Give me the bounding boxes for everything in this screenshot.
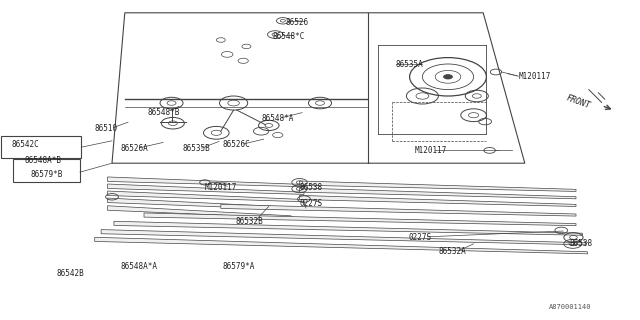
Polygon shape [108, 184, 304, 195]
Text: 0227S: 0227S [408, 233, 431, 242]
Bar [1, 136, 81, 158]
Text: 86548A*A: 86548A*A [120, 262, 157, 271]
Polygon shape [300, 181, 576, 191]
Polygon shape [108, 206, 291, 218]
Bar [13, 159, 80, 182]
Text: 86548*C: 86548*C [273, 32, 305, 41]
Text: 86526A: 86526A [120, 144, 148, 153]
Polygon shape [108, 177, 304, 187]
Text: 86526: 86526 [285, 18, 308, 27]
Text: 86532B: 86532B [236, 217, 263, 226]
Text: FRONT: FRONT [564, 93, 591, 110]
Circle shape [444, 75, 452, 79]
Polygon shape [300, 195, 576, 206]
Text: 86535B: 86535B [182, 144, 210, 153]
Polygon shape [300, 188, 576, 199]
Text: 86548A*B: 86548A*B [24, 156, 61, 164]
Polygon shape [221, 204, 576, 216]
Polygon shape [95, 237, 588, 254]
Text: 86548*A: 86548*A [261, 114, 294, 123]
Text: 86526C: 86526C [223, 140, 250, 149]
Polygon shape [114, 221, 582, 235]
Text: 86542C: 86542C [12, 140, 39, 149]
Text: 86579*A: 86579*A [223, 262, 255, 271]
Text: 0227S: 0227S [300, 199, 323, 208]
Polygon shape [101, 230, 586, 245]
Text: 86548*B: 86548*B [147, 108, 180, 116]
Text: A870001140: A870001140 [549, 304, 591, 309]
Text: M120117: M120117 [415, 146, 447, 155]
Text: 86535A: 86535A [396, 60, 423, 68]
Polygon shape [144, 213, 576, 226]
Text: 86542B: 86542B [56, 269, 84, 278]
Text: M120117: M120117 [518, 72, 551, 81]
Text: 86510: 86510 [95, 124, 118, 132]
Polygon shape [108, 191, 304, 202]
Text: 86532A: 86532A [438, 247, 466, 256]
Text: 86579*B: 86579*B [31, 170, 63, 179]
Text: 86538: 86538 [570, 239, 593, 248]
Text: M120117: M120117 [205, 183, 237, 192]
Polygon shape [108, 198, 298, 210]
Text: 86538: 86538 [300, 183, 323, 192]
